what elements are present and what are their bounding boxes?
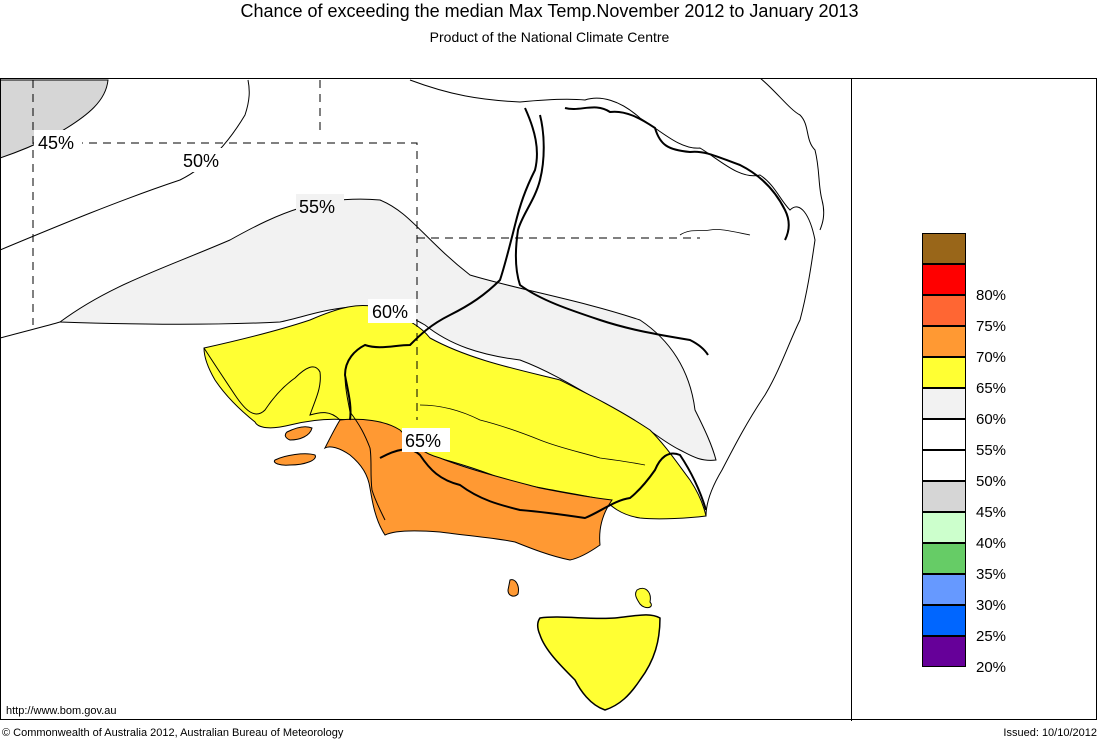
contour-label-bg-65 — [402, 428, 450, 452]
legend-swatch — [922, 295, 966, 326]
map-title: Chance of exceeding the median Max Temp.… — [240, 1, 859, 21]
issued-date: Issued: 10/10/2012 — [1003, 727, 1097, 739]
contour-label-45: 45% — [38, 133, 74, 153]
river-darling — [679, 229, 751, 236]
contour-lower — [0, 321, 61, 339]
region-65-70-island-kangaroo — [273, 453, 316, 466]
map-frame — [0, 78, 1097, 720]
contour-label-bg-55 — [296, 194, 344, 218]
legend-label: 55% — [976, 442, 1007, 459]
legend-swatch — [922, 388, 966, 419]
region-flinders-island — [635, 587, 652, 609]
region-65-70-island-spencer — [284, 426, 313, 441]
contour-label-50: 50% — [183, 151, 219, 171]
footer-url: http://www.bom.gov.au — [6, 705, 117, 717]
reference-line-north — [33, 142, 418, 420]
state-border-nsw-qld — [564, 106, 790, 241]
contour-label-60: 60% — [372, 302, 408, 322]
river-murray — [419, 404, 646, 466]
contour-label-bg-45 — [34, 130, 82, 154]
state-border-nsw-inner — [514, 114, 709, 356]
coastline-east — [759, 78, 825, 231]
legend-swatch — [922, 636, 966, 667]
legend-label: 30% — [976, 597, 1007, 614]
state-border-sa — [343, 107, 538, 421]
legend-swatch — [922, 233, 966, 264]
sa-coast — [203, 347, 341, 421]
contour-label-55: 55% — [299, 197, 335, 217]
legend-swatch — [922, 264, 966, 295]
contour-label-bg-50 — [180, 148, 228, 172]
legend-swatch — [922, 605, 966, 636]
legend-label: 75% — [976, 318, 1007, 335]
gulf-coast — [344, 374, 386, 521]
legend-label: 35% — [976, 566, 1007, 583]
map-subtitle: Product of the National Climate Centre — [429, 29, 670, 45]
legend-swatch — [922, 481, 966, 512]
legend-label: 80% — [976, 287, 1007, 304]
contour-label-65: 65% — [405, 431, 441, 451]
region-60-65 — [203, 305, 707, 520]
legend-swatch — [922, 543, 966, 574]
map-canvas: 45% 50% 55% 60% 65% — [0, 78, 825, 711]
contour-label-bg-60 — [368, 299, 416, 323]
legend-swatch — [922, 574, 966, 605]
region-tasmania — [537, 614, 661, 711]
legend-swatch — [922, 450, 966, 481]
region-65-70-island-king — [507, 579, 519, 597]
legend-swatch — [922, 326, 966, 357]
legend-label: 65% — [976, 380, 1007, 397]
legend-swatch — [922, 512, 966, 543]
legend-label: 50% — [976, 473, 1007, 490]
legend-swatch — [922, 419, 966, 450]
copyright: © Commonwealth of Australia 2012, Austra… — [2, 727, 344, 739]
legend-label: 20% — [976, 659, 1007, 676]
legend-label: 40% — [976, 535, 1007, 552]
legend-panel — [851, 78, 1098, 721]
legend-swatch — [922, 357, 966, 388]
state-border-nsw-vic — [379, 448, 707, 520]
legend-label: 70% — [976, 349, 1007, 366]
legend-label: 60% — [976, 411, 1007, 428]
coastline — [409, 79, 816, 517]
legend-label: 45% — [976, 504, 1007, 521]
legend-label: 25% — [976, 628, 1007, 645]
